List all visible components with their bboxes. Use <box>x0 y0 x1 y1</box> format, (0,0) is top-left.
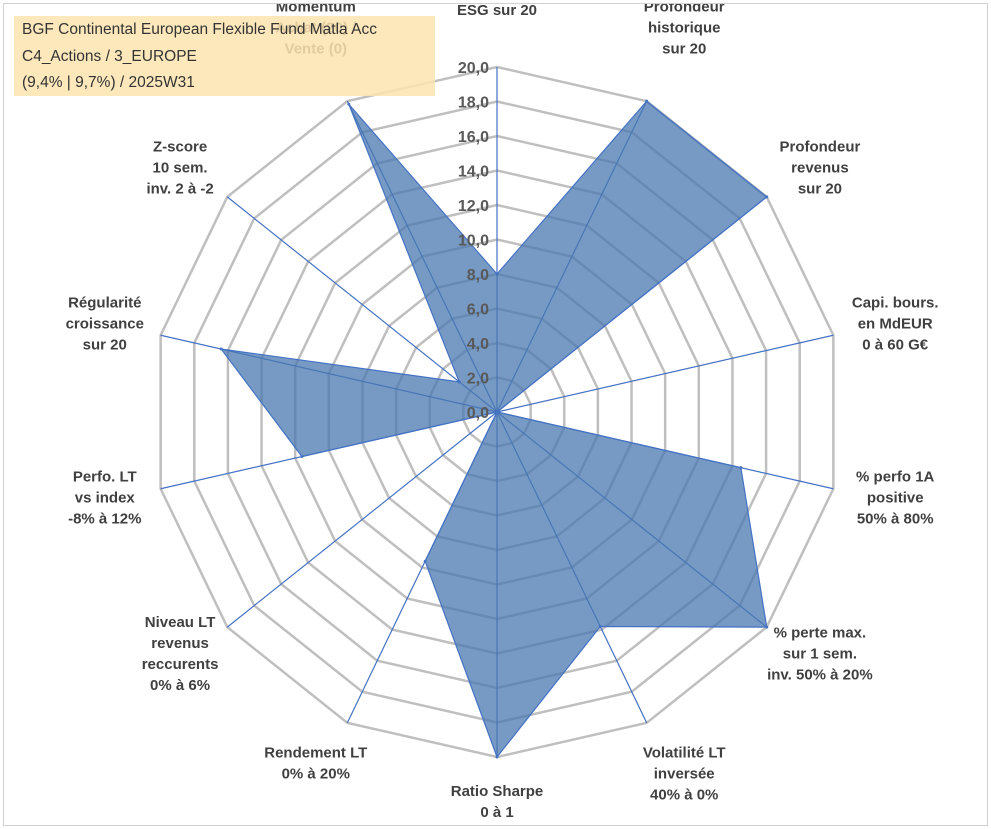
tick-label: 16,0 <box>458 129 489 146</box>
axis-spoke <box>226 196 498 413</box>
tick-label: 6,0 <box>467 302 489 319</box>
axis-label: Ratio Sharpe 0 à 1 <box>451 783 544 821</box>
axis-label-line: vs index <box>75 489 136 506</box>
axis-spoke <box>496 334 834 413</box>
axis-label-line: 0% à 6% <box>150 677 210 694</box>
tick-label: 4,0 <box>467 336 489 353</box>
data-point <box>300 455 304 459</box>
tick-label: 0,0 <box>467 405 489 422</box>
axis-label-line: 0 à 1 <box>480 804 513 821</box>
axis-label-line: en MdEUR <box>858 316 933 333</box>
axis-label: Perfo. LT vs index -8% à 12% <box>68 468 141 527</box>
axis-label-line: 50% à 80% <box>857 510 934 527</box>
axis-label-line: Volatilité LT <box>643 744 726 761</box>
axis-label: Volatilité LT inversée 40% à 0% <box>643 744 726 803</box>
axis-label-line: Niveau LT <box>145 614 216 631</box>
axis-spoke <box>226 411 498 628</box>
tick-label: 14,0 <box>458 164 489 181</box>
axis-label-line: Régularité <box>68 295 141 312</box>
axis-label-line: 0 à 60 G€ <box>862 337 929 354</box>
axis-label-line: % perfo 1A <box>856 468 935 485</box>
radar-chart: 0,0 2,0 4,0 6,0 8,0 10,0 12,0 14,0 16,0 18,0 20,0 N… <box>66 4 939 821</box>
axis-label-line: Perfo. LT <box>73 468 137 485</box>
axis-label-line: Profondeur <box>779 138 860 155</box>
axis-label-line: Profondeur <box>644 4 725 16</box>
data-point <box>765 625 769 629</box>
axis-label-line: revenus <box>151 635 209 652</box>
axis-label: Profondeur historique sur 20 <box>644 4 725 58</box>
axis-label: Z-score 10 sem. inv. 2 à -2 <box>146 138 213 197</box>
axis-label-line: Ratio Sharpe <box>451 783 544 800</box>
chart-title: BGF Continental European Flexible Fund M… <box>22 21 377 38</box>
axis-label: NoteESG sur 20 <box>457 4 537 19</box>
axis-label-line: % perte max. <box>774 625 867 642</box>
axis-label-line: sur 20 <box>798 180 842 197</box>
tick-label: 2,0 <box>467 371 489 388</box>
axis-label-line: sur 20 <box>662 41 706 58</box>
axis-label-line: 40% à 0% <box>650 786 718 803</box>
axis-label: Profondeur revenus sur 20 <box>779 138 860 197</box>
axis-label: % perte max. sur 1 sem. inv. 50% à 20% <box>767 625 873 684</box>
axis-label-line: positive <box>867 489 924 506</box>
chart-subtitle-category: C4_Actions / 3_EUROPE <box>22 48 197 65</box>
data-point <box>739 466 743 470</box>
axis-label-line: Momentum <box>276 4 356 16</box>
axis-label-line: 0% à 20% <box>282 765 350 782</box>
data-point <box>347 102 351 106</box>
axis-label-line: inv. 50% à 20% <box>767 667 873 684</box>
axis-label-line: historique <box>648 20 721 37</box>
chart-title-box: BGF Continental European Flexible Fund M… <box>14 16 435 96</box>
data-point <box>495 755 499 759</box>
axis-label: Capi. bours. en MdEUR 0 à 60 G€ <box>852 295 939 354</box>
data-point <box>495 410 499 414</box>
axis-label-line: 10 sem. <box>153 159 208 176</box>
data-point <box>598 624 602 628</box>
axis-label-line: inv. 2 à -2 <box>146 180 213 197</box>
data-point <box>645 99 649 103</box>
axis-label-line: inversée <box>654 765 715 782</box>
axis-label-line: -8% à 12% <box>68 510 141 527</box>
axis-label-line: sur 20 <box>83 337 127 354</box>
axis-label: % perfo 1A positive 50% à 80% <box>856 468 935 527</box>
axis-label-line: Rendement LT <box>264 744 367 761</box>
tick-label: 20,0 <box>458 60 489 77</box>
axis-label: Niveau LT revenus reccurents 0% à 6% <box>142 614 219 694</box>
data-point <box>423 559 427 563</box>
tick-label: 18,0 <box>458 95 489 112</box>
data-point <box>219 347 223 351</box>
axis-label-line: sur 1 sem. <box>783 646 857 663</box>
axis-label: Rendement LT 0% à 20% <box>264 744 367 782</box>
axis-label-line: revenus <box>791 159 849 176</box>
data-point <box>495 272 499 276</box>
axis-label: Régularité croissance sur 20 <box>66 295 144 354</box>
axis-label-line: Capi. bours. <box>852 295 939 312</box>
data-point <box>457 380 461 384</box>
axis-label-line: croissance <box>66 316 144 333</box>
tick-label: 10,0 <box>458 233 489 250</box>
axis-label-line: ESG sur 20 <box>457 4 537 19</box>
tick-label: 12,0 <box>458 198 489 215</box>
axis-label-line: Z-score <box>153 138 207 155</box>
tick-label: 8,0 <box>467 267 489 284</box>
chart-subtitle-perf: (9,4% | 9,7%) / 2025W31 <box>22 74 195 91</box>
axis-label-line: reccurents <box>142 656 219 673</box>
chart-frame: 0,0 2,0 4,0 6,0 8,0 10,0 12,0 14,0 16,0 18,0 20,0 N… <box>3 3 988 826</box>
data-series-area <box>219 100 768 759</box>
data-point <box>765 195 769 199</box>
